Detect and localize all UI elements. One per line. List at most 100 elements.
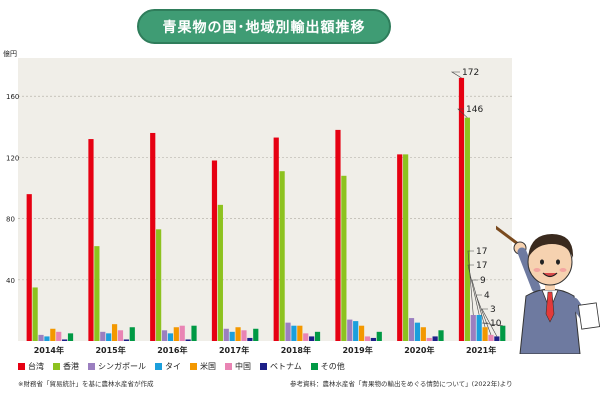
x-axis: 2014年 2015年 2016年 2017年 2018年 2019年 2020年 2021年	[34, 345, 497, 355]
bar	[179, 325, 185, 341]
x-tick-label: 2014年	[34, 345, 64, 355]
bar	[403, 154, 409, 341]
legend-swatch	[88, 362, 95, 370]
bar	[494, 336, 500, 341]
y-axis-label: 億円	[3, 49, 17, 58]
legend-swatch	[225, 362, 232, 370]
bar	[464, 117, 470, 342]
legend-label: 台湾	[28, 361, 44, 371]
bar	[67, 333, 74, 341]
bar	[353, 321, 359, 341]
annotation-leader	[481, 308, 498, 337]
bar	[62, 339, 68, 341]
x-tick-label: 2018年	[281, 345, 311, 355]
legend-entry: その他	[310, 361, 345, 372]
legend-entry: タイ	[155, 361, 181, 372]
data-label: 17	[476, 247, 487, 257]
bar	[123, 339, 129, 341]
bar	[38, 334, 44, 341]
bar	[314, 331, 321, 341]
bar	[414, 322, 421, 341]
bar	[291, 325, 297, 341]
legend-entry: 中国	[225, 361, 251, 372]
legend-swatch	[260, 362, 267, 370]
bar	[56, 331, 62, 341]
bar	[229, 331, 235, 341]
bar	[476, 314, 482, 341]
plot-background	[18, 58, 512, 341]
legend-entry: 米国	[190, 361, 216, 372]
bar	[167, 333, 174, 341]
bar	[253, 328, 259, 341]
bar	[217, 204, 223, 341]
bar	[241, 330, 247, 341]
bar	[111, 324, 118, 341]
y-tick-label: 80	[6, 216, 15, 224]
bar	[420, 327, 426, 341]
bar	[156, 229, 162, 341]
bar	[273, 137, 279, 341]
bar	[129, 327, 135, 341]
bar	[358, 325, 365, 341]
annotation-leader	[471, 279, 486, 328]
legend-swatch	[155, 362, 162, 370]
bar	[150, 132, 156, 341]
bar	[397, 154, 403, 341]
bar	[211, 160, 218, 341]
data-label: 9	[480, 276, 486, 286]
bar	[88, 139, 94, 341]
bar	[279, 171, 285, 341]
legend-label: 中国	[235, 361, 251, 371]
bar	[488, 334, 494, 341]
annotations: 172 146 17 17 9 43 10	[450, 68, 503, 337]
data-label: 17	[476, 261, 487, 271]
y-tick-label: 40	[6, 277, 15, 285]
bar	[432, 336, 438, 341]
data-label: 146	[466, 105, 483, 115]
x-tick-label: 2016年	[157, 345, 187, 355]
legend-label: シンガポール	[98, 361, 146, 371]
chart-title: 青果物の国･地域別輸出額推移	[137, 9, 391, 44]
x-tick-label: 2021年	[466, 345, 496, 355]
annotation-leader	[457, 108, 468, 118]
x-tick-label: 2020年	[404, 345, 434, 355]
legend-swatch	[310, 362, 318, 370]
bar	[117, 330, 124, 341]
bar	[438, 330, 444, 341]
bar	[185, 339, 191, 341]
legend: 台湾 香港 シンガポール タイ 米国 中国 ベトナム その他	[18, 359, 345, 373]
bar	[26, 194, 32, 341]
legend-swatch	[18, 362, 25, 370]
legend-entry: ベトナム	[260, 361, 302, 372]
presenter-illustration-icon	[496, 225, 600, 354]
bar	[341, 175, 347, 341]
annotation-leader	[450, 71, 462, 79]
bar	[364, 336, 371, 341]
data-label: 10	[490, 319, 502, 329]
bar	[235, 327, 241, 341]
legend-entry: 台湾	[18, 361, 44, 372]
bar	[106, 333, 112, 341]
data-label: 172	[462, 68, 479, 78]
bar	[223, 328, 229, 341]
y-tick-label: 120	[6, 154, 19, 162]
bar	[500, 325, 506, 341]
bar	[426, 337, 432, 341]
bar	[100, 331, 106, 341]
bar	[32, 287, 38, 341]
legend-label: 香港	[63, 361, 79, 371]
x-tick-label: 2015年	[95, 345, 125, 355]
legend-entry: 香港	[53, 361, 79, 372]
data-label: 3	[490, 305, 496, 315]
bar	[482, 327, 488, 341]
bar	[376, 331, 382, 341]
legend-entry: シンガポール	[88, 361, 146, 372]
legend-label: その他	[320, 361, 345, 371]
bar	[458, 77, 465, 342]
bar	[297, 325, 303, 341]
bar	[408, 318, 415, 341]
bar	[44, 336, 50, 341]
y-axis: 40 80 120 160	[6, 93, 19, 285]
annotation-leader	[475, 294, 492, 335]
bar	[94, 246, 100, 341]
